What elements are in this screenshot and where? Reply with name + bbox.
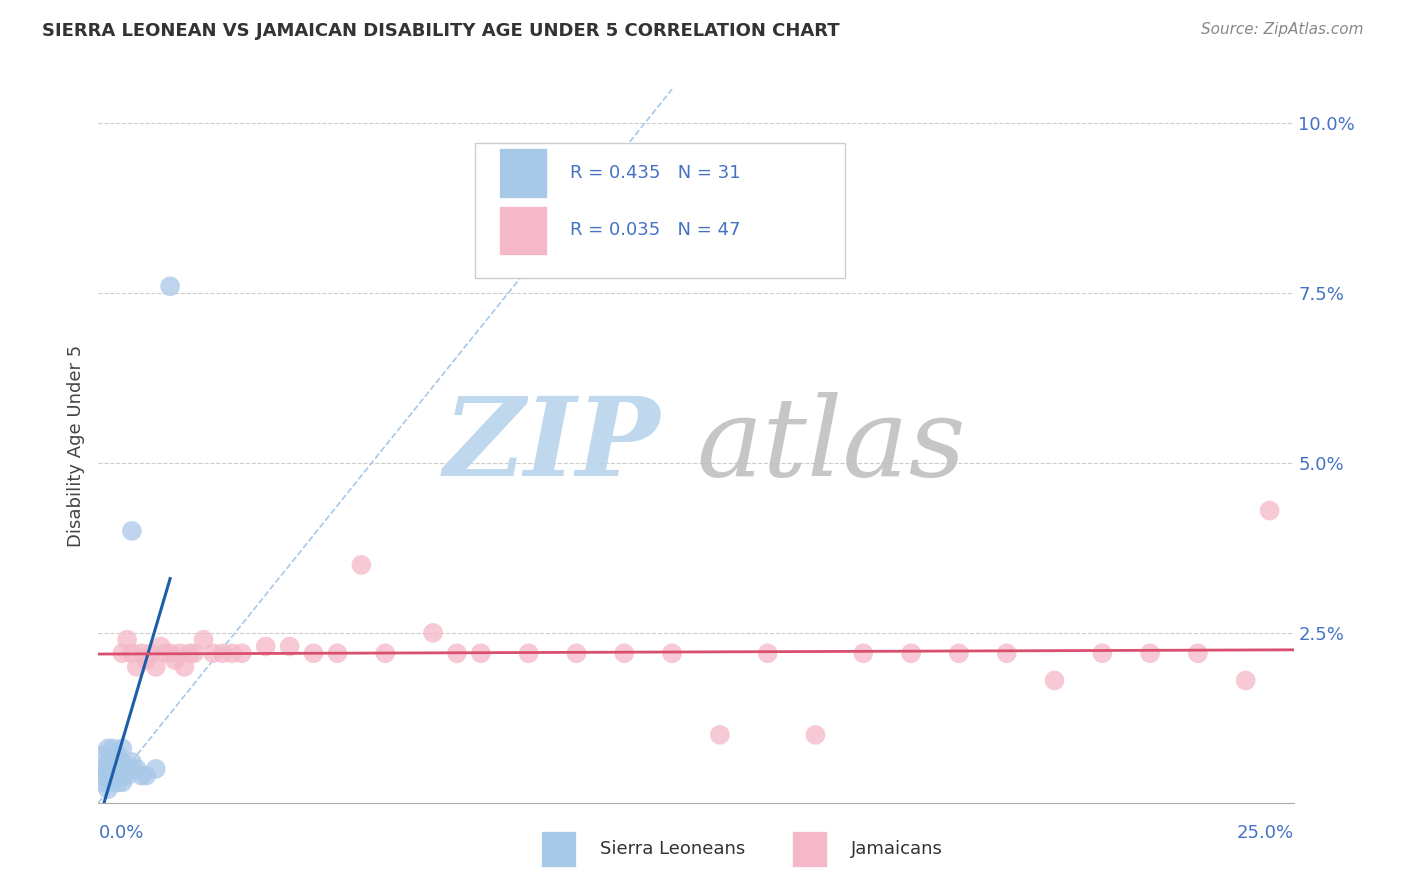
Bar xyxy=(540,831,576,867)
Point xyxy=(193,632,215,647)
Point xyxy=(135,653,157,667)
Text: 25.0%: 25.0% xyxy=(1236,824,1294,842)
Point xyxy=(121,646,143,660)
Point xyxy=(231,646,253,660)
Point xyxy=(125,762,148,776)
Point xyxy=(804,728,827,742)
Point xyxy=(101,741,124,756)
Point xyxy=(97,762,120,776)
Point xyxy=(97,741,120,756)
Point xyxy=(278,640,301,654)
Point xyxy=(121,755,143,769)
Text: R = 0.035   N = 47: R = 0.035 N = 47 xyxy=(571,221,741,239)
Point xyxy=(107,762,129,776)
Point xyxy=(211,646,233,660)
Point xyxy=(111,769,134,783)
Point xyxy=(145,660,167,674)
Point xyxy=(302,646,325,660)
Point xyxy=(1091,646,1114,660)
Point xyxy=(91,769,114,783)
Point xyxy=(422,626,444,640)
Text: atlas: atlas xyxy=(696,392,966,500)
Point xyxy=(107,748,129,763)
Point xyxy=(661,646,683,660)
Point xyxy=(115,632,138,647)
Point xyxy=(1139,646,1161,660)
Point xyxy=(97,755,120,769)
Point xyxy=(179,646,201,660)
Bar xyxy=(499,148,547,198)
Point xyxy=(1258,503,1281,517)
Point xyxy=(709,728,731,742)
Text: SIERRA LEONEAN VS JAMAICAN DISABILITY AGE UNDER 5 CORRELATION CHART: SIERRA LEONEAN VS JAMAICAN DISABILITY AG… xyxy=(42,22,839,40)
Bar xyxy=(499,205,547,255)
Point xyxy=(221,646,243,660)
Point xyxy=(97,782,120,797)
Point xyxy=(1187,646,1209,660)
Point xyxy=(111,646,134,660)
FancyBboxPatch shape xyxy=(475,143,845,278)
Text: Jamaicans: Jamaicans xyxy=(851,840,943,858)
Point xyxy=(115,762,138,776)
Point xyxy=(756,646,779,660)
Point xyxy=(107,769,129,783)
Point xyxy=(169,646,191,660)
Point xyxy=(91,748,114,763)
Point xyxy=(900,646,922,660)
Text: R = 0.435   N = 31: R = 0.435 N = 31 xyxy=(571,164,741,182)
Point xyxy=(183,646,205,660)
Bar xyxy=(792,831,827,867)
Point xyxy=(202,646,225,660)
Point xyxy=(101,755,124,769)
Point xyxy=(163,653,186,667)
Point xyxy=(101,775,124,789)
Point xyxy=(111,755,134,769)
Point xyxy=(374,646,396,660)
Point xyxy=(135,769,157,783)
Point xyxy=(159,279,181,293)
Point xyxy=(254,640,277,654)
Point xyxy=(91,762,114,776)
Point xyxy=(948,646,970,660)
Text: Source: ZipAtlas.com: Source: ZipAtlas.com xyxy=(1201,22,1364,37)
Point xyxy=(565,646,588,660)
Point xyxy=(995,646,1018,660)
Point xyxy=(91,775,114,789)
Point xyxy=(101,762,124,776)
Point xyxy=(107,775,129,789)
Point xyxy=(159,646,181,660)
Point xyxy=(131,646,153,660)
Point xyxy=(145,762,167,776)
Point xyxy=(326,646,349,660)
Point xyxy=(1234,673,1257,688)
Point xyxy=(1043,673,1066,688)
Text: 0.0%: 0.0% xyxy=(98,824,143,842)
Point xyxy=(517,646,540,660)
Point xyxy=(121,524,143,538)
Point xyxy=(470,646,492,660)
Point xyxy=(131,769,153,783)
Point xyxy=(115,769,138,783)
Point xyxy=(97,769,120,783)
Point xyxy=(446,646,468,660)
Text: Sierra Leoneans: Sierra Leoneans xyxy=(600,840,745,858)
Point xyxy=(125,660,148,674)
Point xyxy=(173,660,195,674)
Point xyxy=(111,775,134,789)
Point xyxy=(155,646,177,660)
Y-axis label: Disability Age Under 5: Disability Age Under 5 xyxy=(66,345,84,547)
Point xyxy=(111,741,134,756)
Point xyxy=(613,646,636,660)
Text: ZIP: ZIP xyxy=(443,392,661,500)
Point xyxy=(852,646,875,660)
Point xyxy=(139,646,162,660)
Point xyxy=(101,769,124,783)
Point xyxy=(350,558,373,572)
Point xyxy=(149,640,172,654)
